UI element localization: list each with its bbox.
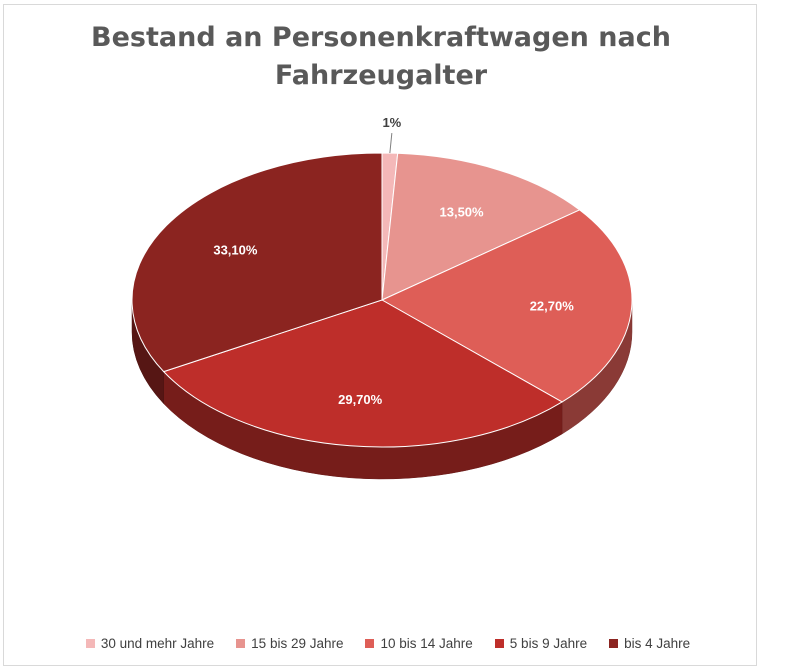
- legend-swatch: [236, 638, 246, 648]
- legend-item-30-plus: 30 und mehr Jahre: [85, 635, 215, 651]
- chart-title-line-2: Fahrzeugalter: [274, 60, 488, 91]
- data-label: 13,50%: [440, 205, 485, 220]
- pie-chart: 1% 13,50% 22,70% 29,70% 33,10%: [131, 115, 633, 480]
- legend: 30 und mehr Jahre 15 bis 29 Jahre 10 bis…: [68, 632, 708, 654]
- data-labels: 1% 13,50% 22,70% 29,70% 33,10%: [213, 115, 574, 407]
- legend-swatch: [365, 638, 375, 648]
- legend-label: 10 bis 14 Jahre: [380, 635, 473, 651]
- data-label: 29,70%: [338, 392, 383, 407]
- legend-label: 5 bis 9 Jahre: [509, 635, 588, 651]
- legend-item-15-29: 15 bis 29 Jahre: [236, 636, 343, 651]
- chart-title: Bestand an Personenkraftwagen nach Fahrz…: [4, 19, 758, 95]
- data-label: 33,10%: [213, 242, 258, 257]
- legend-swatch: [85, 638, 95, 648]
- legend-label: 15 bis 29 Jahre: [251, 635, 344, 651]
- legend-swatch: [494, 638, 504, 648]
- data-label: 22,70%: [530, 298, 575, 313]
- leader-line: [389, 133, 393, 154]
- pie-slice: [381, 152, 581, 301]
- chart-area: Bestand an Personenkraftwagen nach Fahrz…: [3, 4, 757, 666]
- pie-slice: [380, 209, 633, 403]
- legend-item-5-9: 5 bis 9 Jahre: [494, 635, 588, 651]
- legend-swatch: [609, 638, 619, 648]
- legend-item-bis-4: bis 4 Jahre: [609, 636, 690, 651]
- data-label: 1%: [382, 115, 401, 130]
- pie-slices: [131, 152, 633, 448]
- legend-label: 30 und mehr Jahre: [100, 635, 215, 651]
- pie-slice: [162, 299, 564, 448]
- chart-title-line-1: Bestand an Personenkraftwagen nach: [91, 22, 671, 53]
- legend-label: bis 4 Jahre: [624, 635, 691, 651]
- pie-slice: [131, 152, 383, 373]
- legend-item-10-14: 10 bis 14 Jahre: [365, 635, 473, 651]
